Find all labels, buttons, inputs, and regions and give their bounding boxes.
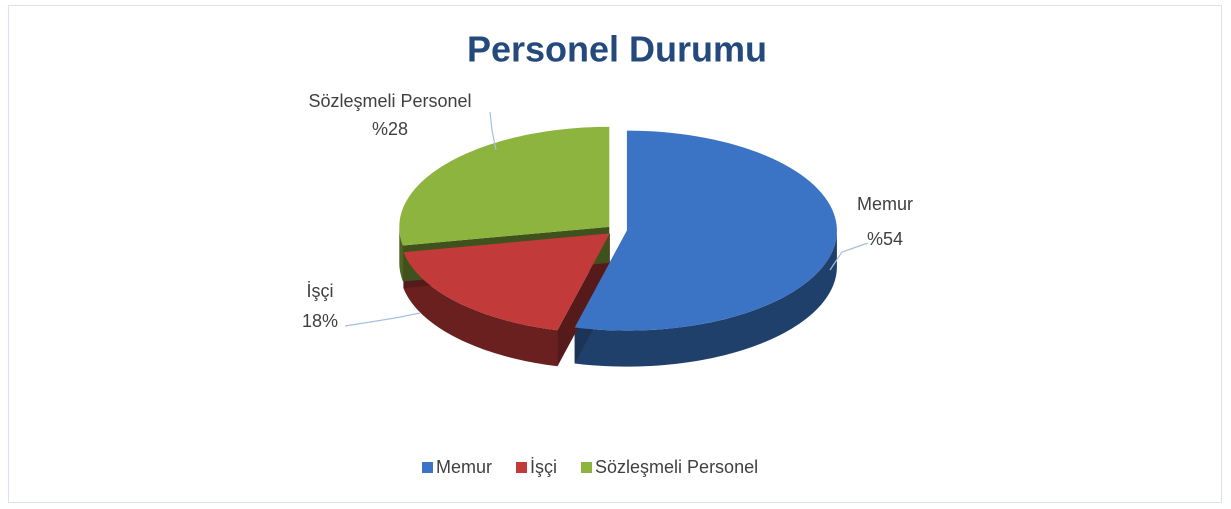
- pie-slice-side: [403, 252, 558, 367]
- leader-line: [489, 111, 497, 151]
- pie-slice-side: [399, 226, 404, 282]
- data-label-value: 18%: [302, 311, 338, 331]
- legend-swatch: [581, 462, 593, 473]
- data-label-name: İşçi: [307, 281, 334, 301]
- pie-slice: [574, 130, 837, 331]
- pie-slice: [403, 233, 610, 331]
- pie-slice: [399, 126, 610, 246]
- pie-slice-side: [574, 230, 837, 367]
- data-label-value: %54: [867, 229, 903, 249]
- legend-label: İşçi: [530, 457, 557, 477]
- data-label-name: Memur: [857, 194, 913, 214]
- leader-line: [829, 242, 869, 271]
- legend-swatch: [422, 462, 433, 473]
- data-label-name: Sözleşmeli Personel: [308, 91, 471, 111]
- data-label-value: %28: [372, 119, 408, 139]
- chart-title: Personel Durumu: [467, 29, 767, 70]
- legend-label: Memur: [436, 457, 492, 477]
- legend-swatch: [516, 462, 528, 473]
- leader-line: [344, 312, 421, 327]
- legend-label: Sözleşmeli Personel: [595, 457, 758, 477]
